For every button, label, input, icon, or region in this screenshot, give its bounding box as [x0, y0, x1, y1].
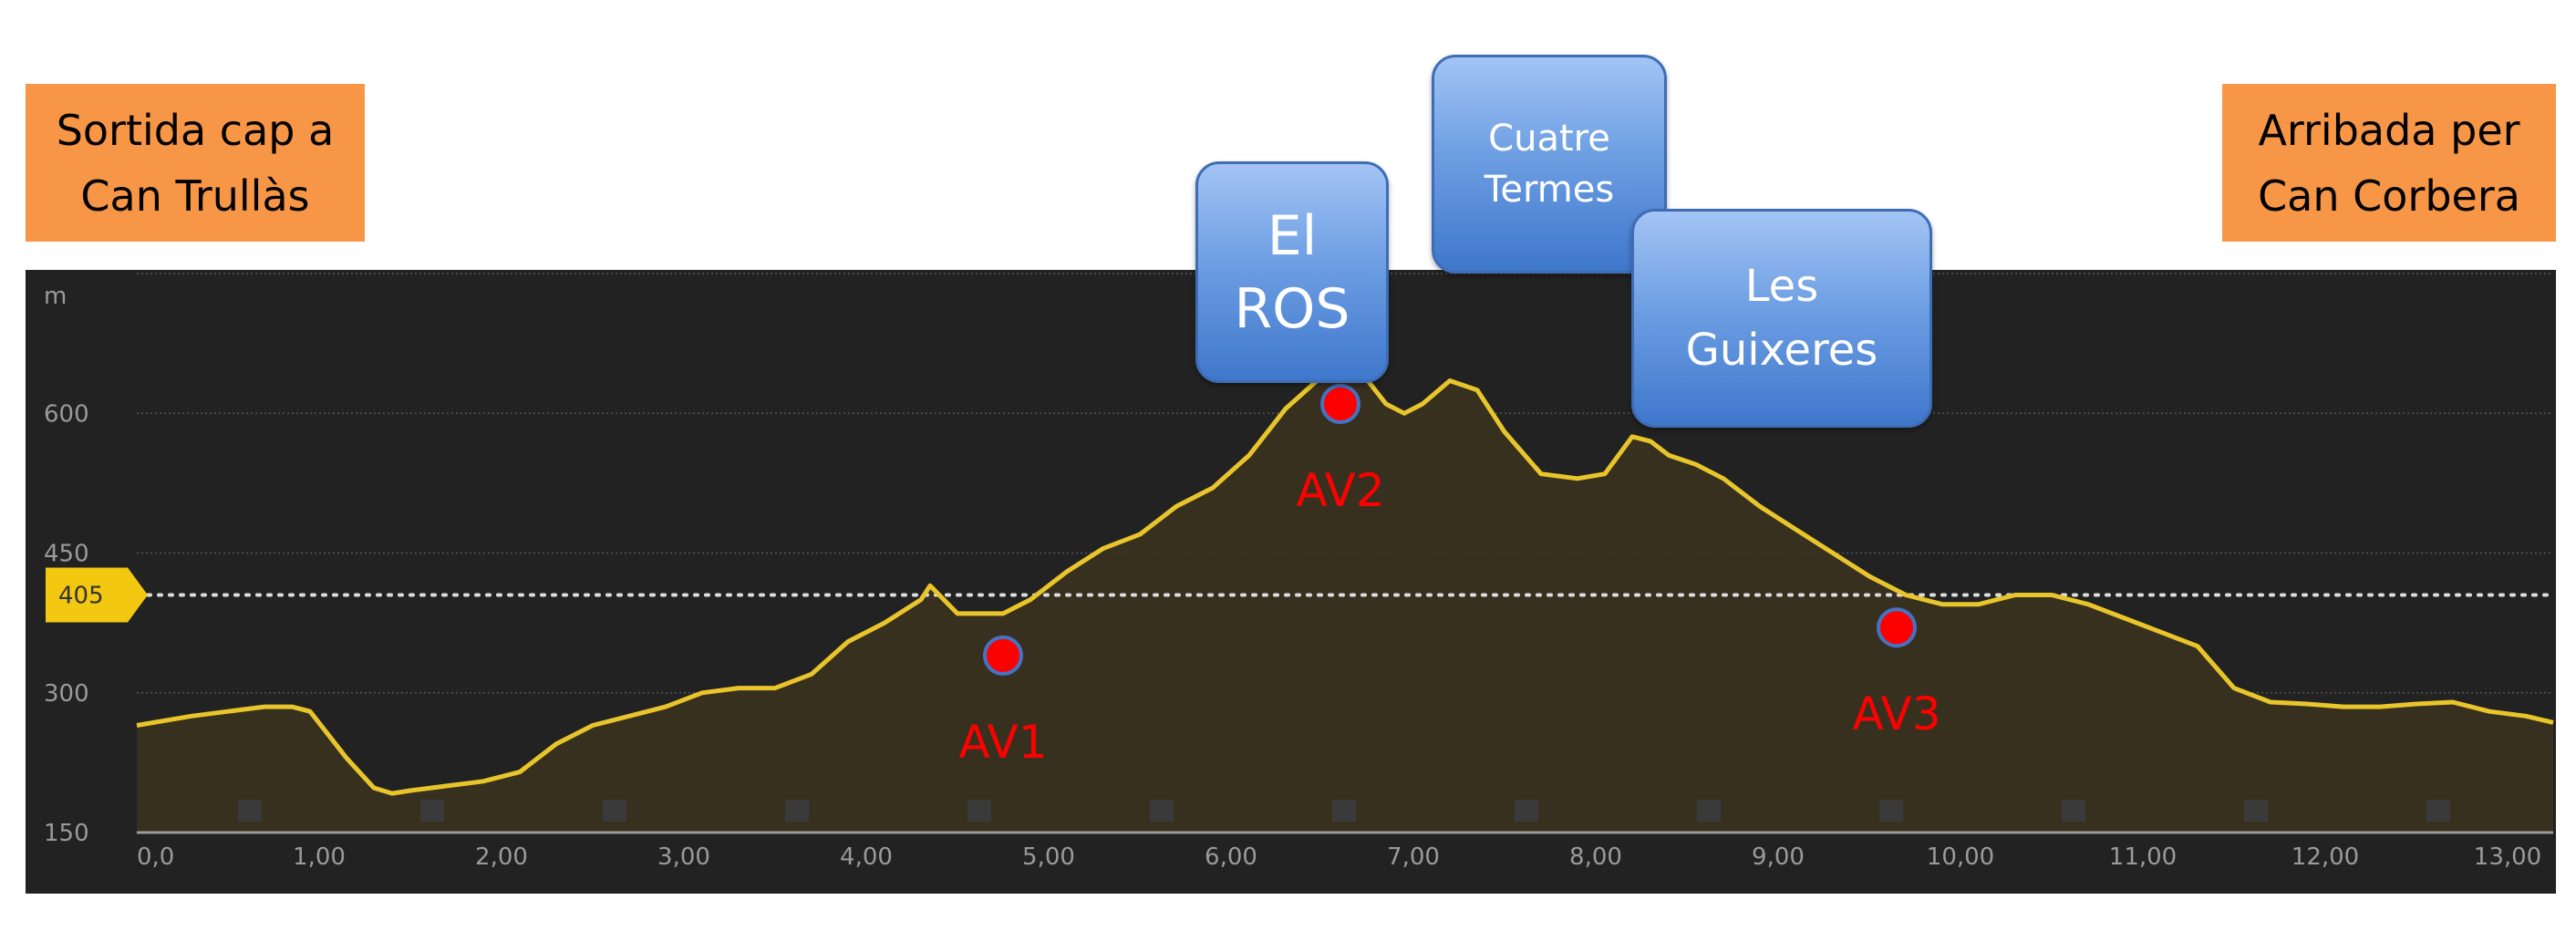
peak-label-cuatre-termes-line-2: Termes — [1484, 169, 1615, 211]
peak-label-les-guixeres-line-1: Les — [1744, 261, 1819, 312]
x-axis-marker — [603, 800, 626, 822]
y-tick-label: 300 — [44, 680, 89, 708]
x-axis-marker — [420, 800, 444, 822]
x-tick-label: 3,00 — [657, 843, 710, 871]
waypoint-label-av2: AV2 — [1296, 464, 1384, 517]
x-axis-marker — [238, 800, 262, 822]
x-tick-label: 12,00 — [2292, 843, 2359, 871]
peak-label-les-guixeres: Les Guixeres — [1631, 209, 1932, 428]
x-axis-marker — [967, 800, 991, 822]
end-label-line-2: Can Corbera — [2258, 171, 2520, 221]
y-tick-label: 600 — [44, 400, 89, 428]
x-axis-marker — [1150, 800, 1174, 822]
x-tick-label: 6,00 — [1205, 843, 1257, 871]
y-tick-label: 450 — [44, 541, 89, 568]
x-tick-label: 9,00 — [1752, 843, 1805, 871]
y-tick-label: 150 — [44, 820, 89, 847]
peak-label-cuatre-termes-line-1: Cuatre — [1488, 118, 1610, 160]
x-axis-marker — [785, 800, 809, 822]
x-axis-ticks: 0,0 1,00 2,00 3,00 4,00 5,00 6,00 7,00 8,00 9,00 1… — [137, 843, 2541, 871]
end-label-box: Arribada per Can Corbera — [2222, 84, 2556, 242]
reference-badge-shape — [46, 567, 148, 623]
x-tick-label: 0,0 — [137, 843, 174, 871]
start-label-line-1: Sortida cap a — [56, 105, 335, 155]
waypoint-label-av1: AV1 — [958, 716, 1047, 769]
x-axis-marker — [1697, 800, 1721, 822]
peak-label-el-ros-line-2: ROS — [1234, 276, 1350, 341]
x-axis-marker — [1879, 800, 1903, 822]
peak-label-les-guixeres-line-2: Guixeres — [1685, 325, 1878, 376]
waypoint-marker-av2 — [1320, 384, 1360, 425]
x-tick-label: 5,00 — [1022, 843, 1075, 871]
x-tick-label: 4,00 — [840, 843, 893, 871]
x-axis-marker — [2426, 800, 2450, 822]
x-axis-marker — [1332, 800, 1356, 822]
reference-badge-label: 405 — [58, 582, 104, 609]
elevation-area — [137, 367, 2553, 833]
waypoint-label-av3: AV3 — [1852, 688, 1940, 740]
x-axis-marker — [2062, 800, 2085, 822]
start-label-box: Sortida cap a Can Trullàs — [26, 84, 365, 242]
x-tick-label: 2,00 — [475, 843, 528, 871]
x-axis-markers — [238, 800, 2450, 822]
end-label-line-1: Arribada per — [2258, 105, 2520, 155]
waypoint-marker-av3 — [1877, 607, 1917, 648]
waypoint-marker-av1 — [983, 635, 1023, 676]
peak-label-el-ros: El ROS — [1195, 161, 1389, 383]
x-axis-marker — [1515, 800, 1538, 822]
waypoint-markers: AV1 AV2 AV3 — [958, 384, 1941, 769]
x-tick-label: 10,00 — [1927, 843, 1994, 871]
x-tick-label: 13,00 — [2474, 843, 2541, 871]
x-tick-label: 7,00 — [1387, 843, 1440, 871]
x-tick-label: 1,00 — [293, 843, 346, 871]
y-axis-unit: m — [44, 283, 67, 310]
x-tick-label: 11,00 — [2109, 843, 2177, 871]
x-tick-label: 8,00 — [1569, 843, 1622, 871]
peak-label-el-ros-line-1: El — [1267, 203, 1318, 268]
x-axis-marker — [2244, 800, 2268, 822]
reference-badge: 405 — [46, 567, 148, 623]
start-label-line-2: Can Trullàs — [80, 171, 310, 221]
peak-label-cuatre-termes: Cuatre Termes — [1432, 55, 1667, 274]
y-axis-ticks: 150 300 450 600 — [44, 400, 89, 847]
